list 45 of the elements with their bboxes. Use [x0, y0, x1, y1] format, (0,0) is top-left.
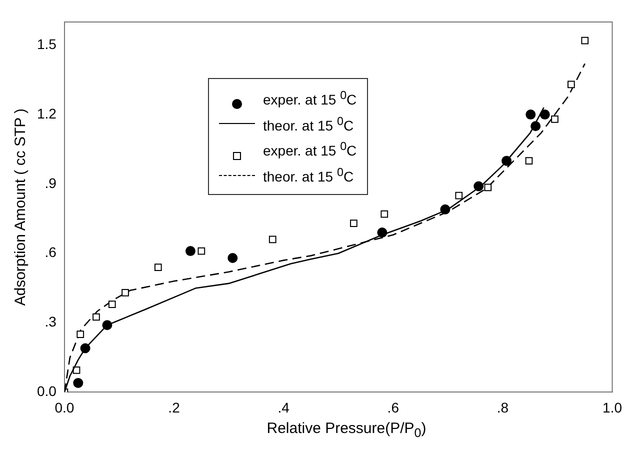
y-tick-label: .3: [44, 314, 57, 330]
point: [268, 236, 276, 244]
legend-label: theor. at 15 $^{0}$C: [263, 114, 354, 136]
point: [76, 330, 84, 338]
y-tick-label: 1.2: [36, 105, 57, 122]
point: [581, 36, 589, 44]
point: [502, 156, 512, 166]
y-tick-label: 1.5: [36, 36, 57, 52]
x-tick-label: .4: [278, 399, 290, 416]
point: [530, 121, 541, 132]
point: [185, 246, 196, 256]
point: [228, 253, 238, 264]
point: [526, 110, 536, 120]
point: [92, 313, 100, 321]
point: [380, 210, 388, 218]
y-tick-label: .6: [44, 244, 57, 260]
x-tick-label: .2: [168, 399, 180, 416]
point: [474, 181, 484, 192]
x-axis-title: Relative Pressure(P/P$_{0}$): [266, 420, 428, 440]
legend-label: exper. at 15 $^{0}$C: [263, 139, 357, 161]
point: [122, 289, 129, 296]
point: [154, 264, 162, 271]
x-tick-label: 0.0: [54, 399, 74, 416]
point: [440, 204, 450, 214]
point: [540, 110, 550, 120]
point: [484, 184, 492, 192]
point: [198, 247, 206, 255]
point: [80, 343, 90, 354]
point: [73, 378, 84, 388]
point: [108, 300, 116, 308]
y-axis-title: Adsorption Amount ( cc STP ): [12, 108, 30, 306]
legend-label: theor. at 15 $^{0}$C: [263, 164, 354, 187]
point: [455, 192, 463, 200]
x-tick-label: .6: [387, 399, 400, 416]
x-tick-label: 1.0: [602, 399, 622, 416]
legend-label: exper. at 15 $^{0}$C: [263, 88, 357, 110]
point: [525, 157, 533, 165]
point: [350, 220, 358, 227]
y-tick-label: 0.0: [36, 383, 57, 400]
x-tick-label: .8: [496, 399, 509, 416]
point: [377, 228, 388, 238]
point: [551, 115, 558, 123]
y-tick-label: .9: [44, 174, 57, 191]
point: [568, 80, 575, 88]
point: [102, 320, 112, 330]
